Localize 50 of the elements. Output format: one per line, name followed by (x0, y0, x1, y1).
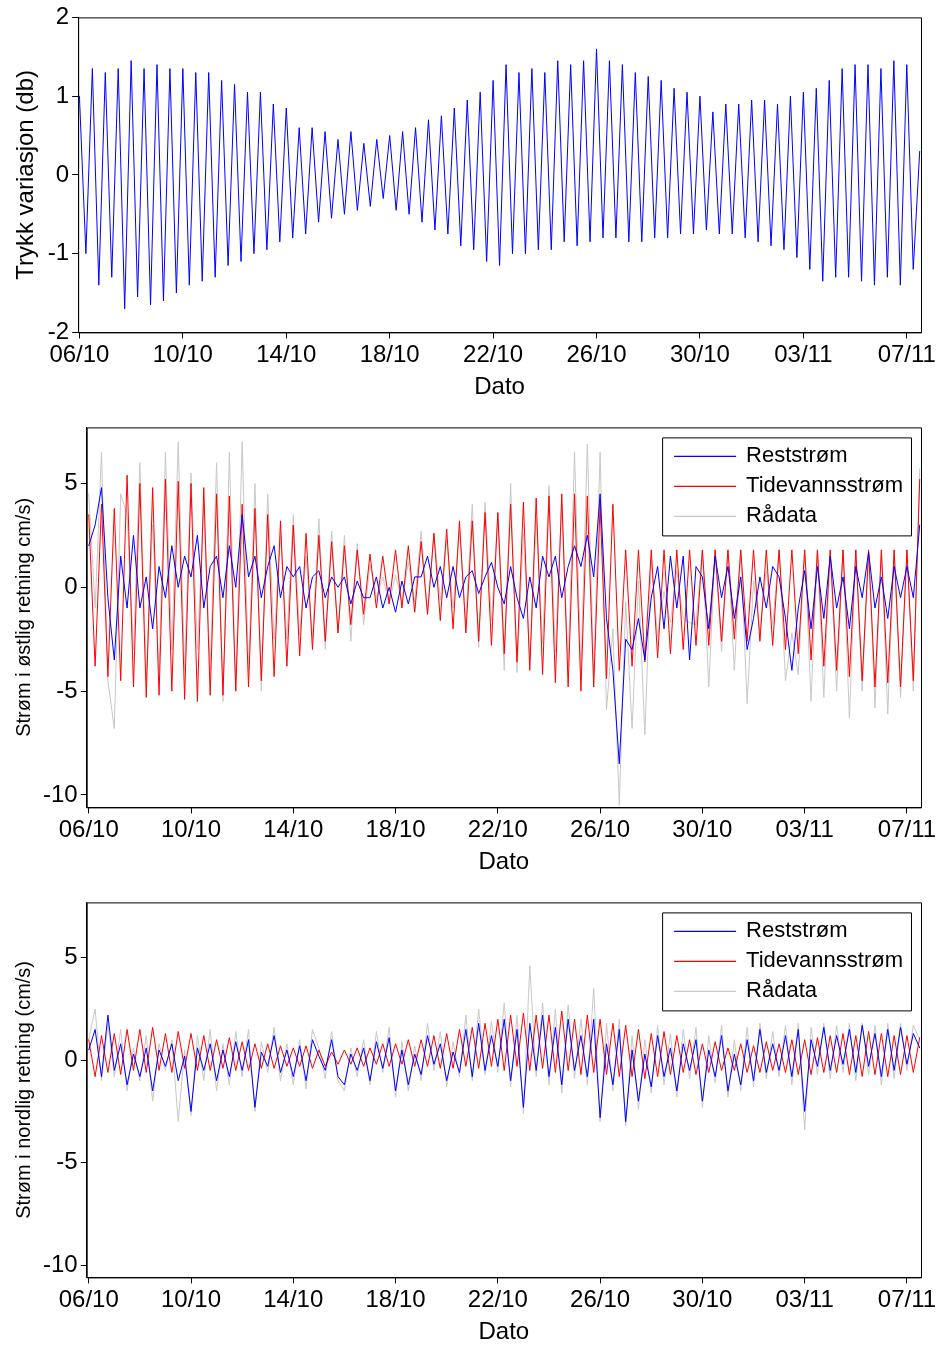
x-axis-title: Dato (474, 372, 525, 400)
y-axis-title: Trykk variasjon (db) (11, 69, 39, 280)
y-axis-title: Strøm i nordlig retning (cm/s) (11, 960, 34, 1219)
y-tick-label: -10 (43, 1249, 78, 1277)
y-tick-label: 2 (55, 2, 70, 30)
x-tick-label: 07/11 (877, 1285, 937, 1313)
x-axis-title: Dato (478, 847, 530, 875)
x-tick-label: 07/11 (877, 340, 936, 368)
legend-label: Rådata (746, 977, 818, 1003)
x-tick-label: 30/10 (672, 1285, 733, 1313)
x-tick-label: 03/11 (774, 340, 833, 368)
y-tick-label: 0 (55, 159, 70, 187)
x-tick-label: 26/10 (570, 815, 631, 843)
x-tick-label: 07/11 (877, 815, 937, 843)
legend-label: Reststrøm (746, 442, 848, 468)
x-tick-label: 22/10 (467, 1285, 528, 1313)
x-tick-label: 30/10 (672, 815, 733, 843)
x-tick-label: 14/10 (256, 340, 317, 368)
legend-label: Rådata (746, 502, 818, 528)
legend-label: Tidevannsstrøm (746, 947, 903, 973)
y-tick-label: -5 (56, 675, 78, 703)
legend-label: Tidevannsstrøm (746, 472, 903, 498)
y-tick-label: 1 (55, 80, 70, 108)
x-tick-label: 14/10 (263, 815, 324, 843)
y-tick-label: -10 (43, 779, 78, 807)
x-tick-label: 10/10 (160, 815, 222, 843)
y-axis-title: Strøm i østlig retning cm/s) (11, 497, 34, 737)
y-tick-label: -1 (47, 238, 70, 266)
legend-label: Reststrøm (746, 917, 848, 943)
x-tick-label: 26/10 (570, 1285, 631, 1313)
y-tick-label: 5 (64, 942, 78, 970)
x-tick-label: 10/10 (152, 340, 213, 368)
x-tick-label: 18/10 (365, 1285, 426, 1313)
x-tick-label: 30/10 (669, 340, 730, 368)
x-tick-label: 22/10 (463, 340, 524, 368)
x-tick-label: 03/11 (775, 815, 834, 843)
x-tick-label: 22/10 (467, 815, 528, 843)
x-tick-label: 10/10 (160, 1285, 222, 1313)
x-tick-label: 18/10 (359, 340, 420, 368)
x-tick-label: 18/10 (365, 815, 426, 843)
y-tick-label: 0 (64, 571, 78, 599)
x-tick-label: 06/10 (58, 1285, 119, 1313)
x-tick-label: 03/11 (775, 1285, 834, 1313)
x-tick-label: 06/10 (58, 815, 119, 843)
x-axis-title: Dato (478, 1317, 530, 1345)
y-tick-label: 5 (64, 468, 78, 496)
y-tick-label: 0 (64, 1044, 78, 1072)
x-tick-label: 14/10 (263, 1285, 324, 1313)
y-tick-label: -5 (56, 1147, 78, 1175)
x-tick-label: 26/10 (566, 340, 627, 368)
